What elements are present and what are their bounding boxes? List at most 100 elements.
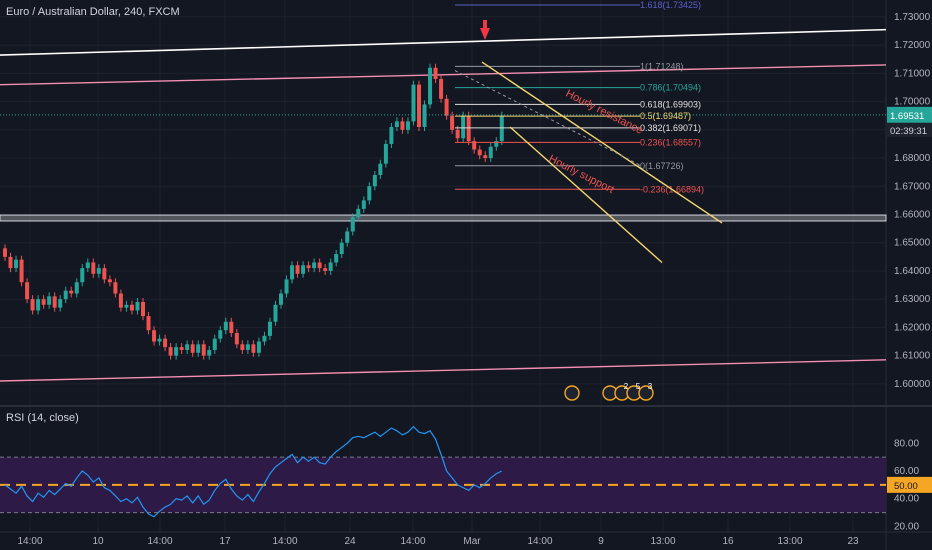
candle-body xyxy=(339,242,344,255)
current-price-tag xyxy=(887,106,932,123)
candle-body xyxy=(367,186,372,201)
candle-body xyxy=(472,141,477,150)
candle-body xyxy=(58,299,63,308)
fib-level-label: 0.618(1.69903) xyxy=(640,99,701,109)
candle-body xyxy=(240,344,245,350)
candle-body xyxy=(135,301,140,311)
candle-body xyxy=(129,304,134,311)
candle-body xyxy=(85,262,90,269)
candle-body xyxy=(433,67,438,80)
candle-body xyxy=(461,115,466,139)
price-tick-label: 1.66000 xyxy=(894,209,931,220)
candle-body xyxy=(345,231,350,243)
time-tick-label: 10 xyxy=(92,536,104,547)
support-zone xyxy=(0,214,887,222)
event-badge-icon xyxy=(564,385,580,401)
candle-body xyxy=(317,262,322,269)
countdown-tag xyxy=(887,122,932,137)
current-price-label: 1.69531 xyxy=(890,111,924,122)
time-tick-label: 14:00 xyxy=(272,536,297,547)
symbol-title: Euro / Australian Dollar, 240, FXCM xyxy=(6,6,180,18)
channel-top-pink xyxy=(0,64,887,86)
rsi-mid-label: 50.00 xyxy=(894,481,918,492)
candle-body xyxy=(179,347,184,350)
candle-body xyxy=(301,265,306,274)
time-tick-label: 13:00 xyxy=(777,536,802,547)
candle-body xyxy=(19,259,24,283)
fib-level-label: 0.5(1.69487) xyxy=(640,111,691,121)
candle-body xyxy=(251,344,256,353)
rsi-tick-label: 80.00 xyxy=(894,438,919,449)
price-tick-label: 1.62000 xyxy=(894,322,931,333)
candle-body xyxy=(488,146,493,159)
candle-body xyxy=(273,304,278,322)
hourly-resistance-line xyxy=(481,61,723,224)
rsi-line xyxy=(4,425,503,518)
price-tick-label: 1.65000 xyxy=(894,238,931,249)
price-tick-label: 1.61000 xyxy=(894,351,931,362)
candle-body xyxy=(30,299,35,311)
candle-body xyxy=(96,268,101,274)
time-tick-label: 17 xyxy=(219,536,231,547)
candle-body xyxy=(229,321,234,334)
candle-body xyxy=(245,344,250,350)
rsi-tick-label: 60.00 xyxy=(894,466,919,477)
price-tick-label: 1.63000 xyxy=(894,294,931,305)
candle-body xyxy=(124,304,129,308)
candle-body xyxy=(323,268,328,271)
candle-body xyxy=(63,290,68,300)
candle-body xyxy=(185,344,190,350)
candle-body xyxy=(483,155,488,159)
time-tick-label: 13:00 xyxy=(650,536,675,547)
candle-body xyxy=(372,174,377,187)
channel-top-white xyxy=(0,28,887,56)
rsi-tick-label: 40.00 xyxy=(894,494,919,505)
candle-body xyxy=(25,282,30,300)
candle-body xyxy=(356,208,361,218)
down-arrow-icon xyxy=(480,20,490,40)
time-tick-label: 14:00 xyxy=(17,536,42,547)
candle-body xyxy=(428,67,433,105)
event-badge-count: 5 xyxy=(636,382,641,391)
candle-body xyxy=(279,293,283,305)
candle-body xyxy=(477,149,482,156)
candle-body xyxy=(190,344,195,353)
price-tick-label: 1.73000 xyxy=(894,12,931,23)
candle-body xyxy=(444,98,449,116)
channel-bottom-pink xyxy=(0,359,887,382)
rsi-tick-label: 20.00 xyxy=(894,521,919,532)
event-badge-count: 2 xyxy=(624,382,629,391)
candle-body xyxy=(466,115,471,142)
candle-body xyxy=(328,262,333,271)
candle-body xyxy=(47,296,52,305)
candle-body xyxy=(141,301,145,317)
candle-body xyxy=(163,338,168,348)
candle-body xyxy=(455,129,460,139)
candle-body xyxy=(400,121,405,130)
time-tick-label: 9 xyxy=(598,536,604,547)
candle-body xyxy=(295,265,300,274)
candle-body xyxy=(91,262,96,274)
candle-body xyxy=(74,282,79,294)
candle-body xyxy=(201,344,206,356)
candle-body xyxy=(113,282,118,294)
fib-trend-line xyxy=(454,70,641,166)
candle-body xyxy=(207,349,212,356)
candle-body xyxy=(102,268,107,280)
time-tick-label: 24 xyxy=(344,536,356,547)
time-tick-label: 16 xyxy=(722,536,734,547)
time-tick-label: 14:00 xyxy=(400,536,425,547)
time-tick-label: Mar xyxy=(463,536,481,547)
candle-body xyxy=(361,200,366,209)
candle-body xyxy=(157,338,162,342)
candle-body xyxy=(8,256,13,269)
candle-body xyxy=(383,143,388,164)
fib-level-label: 0.786(1.70494) xyxy=(640,83,701,93)
candle-body xyxy=(494,141,499,147)
candle-body xyxy=(234,333,239,345)
price-tick-label: 1.71000 xyxy=(894,68,931,79)
candle-body xyxy=(394,121,399,128)
candle-body xyxy=(152,330,157,342)
candle-body xyxy=(69,290,74,294)
